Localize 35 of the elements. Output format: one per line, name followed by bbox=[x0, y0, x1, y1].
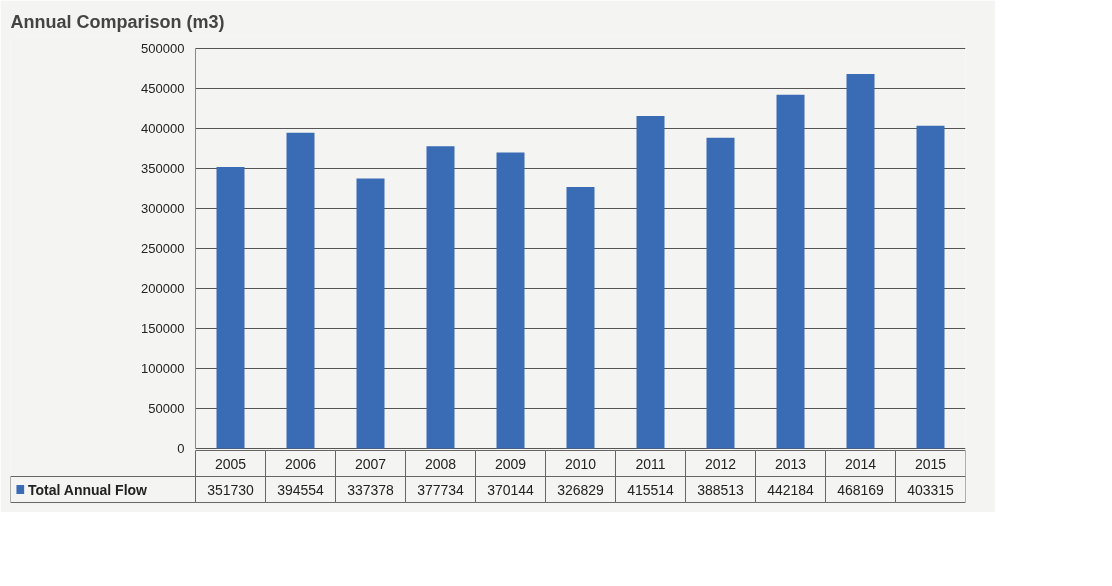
data-label: 326829 bbox=[557, 481, 605, 498]
y-tick-label: 500000 bbox=[141, 41, 185, 56]
x-tick-label: 2010 bbox=[564, 455, 597, 472]
data-label: 351730 bbox=[207, 481, 255, 498]
x-tick-label: 2014 bbox=[844, 455, 877, 472]
data-label: 337378 bbox=[347, 481, 395, 498]
x-tick-label: 2012 bbox=[704, 455, 737, 472]
data-label: 403315 bbox=[907, 481, 955, 498]
chart-title: Annual Comparison (m3) bbox=[10, 11, 225, 32]
y-tick-label: 50000 bbox=[148, 401, 185, 416]
y-tick-label: 0 bbox=[177, 441, 185, 456]
y-tick-label: 450000 bbox=[141, 81, 185, 96]
data-label: 468169 bbox=[837, 481, 885, 498]
x-tick-label: 2011 bbox=[635, 455, 666, 472]
legend-label: Total Annual Flow bbox=[28, 481, 148, 498]
x-tick-label: 2007 bbox=[354, 455, 387, 472]
data-label: 394554 bbox=[277, 481, 325, 498]
data-label: 415514 bbox=[627, 481, 675, 498]
x-tick-label: 2013 bbox=[774, 455, 807, 472]
y-tick-label: 350000 bbox=[141, 161, 185, 176]
y-tick-label: 100000 bbox=[141, 361, 185, 376]
data-label: 377734 bbox=[417, 481, 465, 498]
y-tick-label: 200000 bbox=[141, 281, 185, 296]
y-tick-label: 400000 bbox=[141, 121, 185, 136]
x-tick-label: 2005 bbox=[214, 455, 247, 472]
x-tick-label: 2009 bbox=[494, 455, 527, 472]
x-tick-label: 2006 bbox=[284, 455, 317, 472]
y-tick-label: 300000 bbox=[141, 201, 185, 216]
y-tick-label: 250000 bbox=[141, 241, 185, 256]
y-tick-label: 150000 bbox=[141, 321, 185, 336]
data-label: 370144 bbox=[487, 481, 535, 498]
data-label: 388513 bbox=[697, 481, 745, 498]
x-tick-label: 2008 bbox=[424, 455, 457, 472]
data-label: 442184 bbox=[767, 481, 815, 498]
x-tick-label: 2015 bbox=[914, 455, 947, 472]
